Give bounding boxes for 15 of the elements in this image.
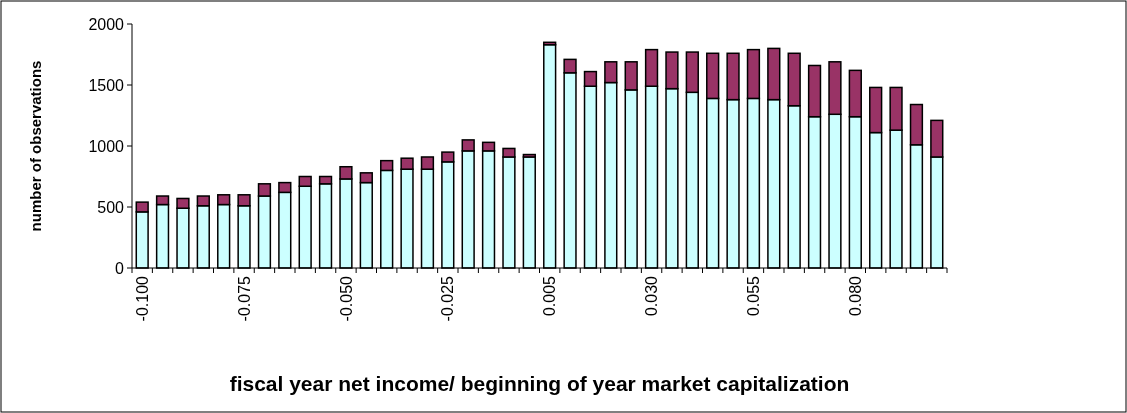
y-axis-title: number of observations — [27, 60, 45, 232]
x-tick-label: 0.030 — [643, 275, 661, 317]
y-tick-label: 1500 — [88, 76, 125, 94]
x-tick-label: -0.050 — [337, 275, 355, 322]
x-tick-label: 0.080 — [846, 275, 864, 317]
x-tick-label: -0.100 — [133, 275, 151, 322]
x-tick-label: -0.025 — [439, 275, 457, 322]
x-tick-label: 0.005 — [541, 275, 559, 317]
y-tick-label: 500 — [97, 198, 125, 216]
x-axis-title: fiscal year net income/ beginning of year market capitalization — [229, 372, 850, 395]
y-tick-label: 0 — [115, 259, 125, 277]
y-tick-label: 1000 — [88, 137, 125, 155]
x-tick-label: 0.055 — [745, 275, 763, 317]
x-tick-label: -0.075 — [235, 275, 253, 322]
y-tick-label: 2000 — [88, 15, 125, 33]
